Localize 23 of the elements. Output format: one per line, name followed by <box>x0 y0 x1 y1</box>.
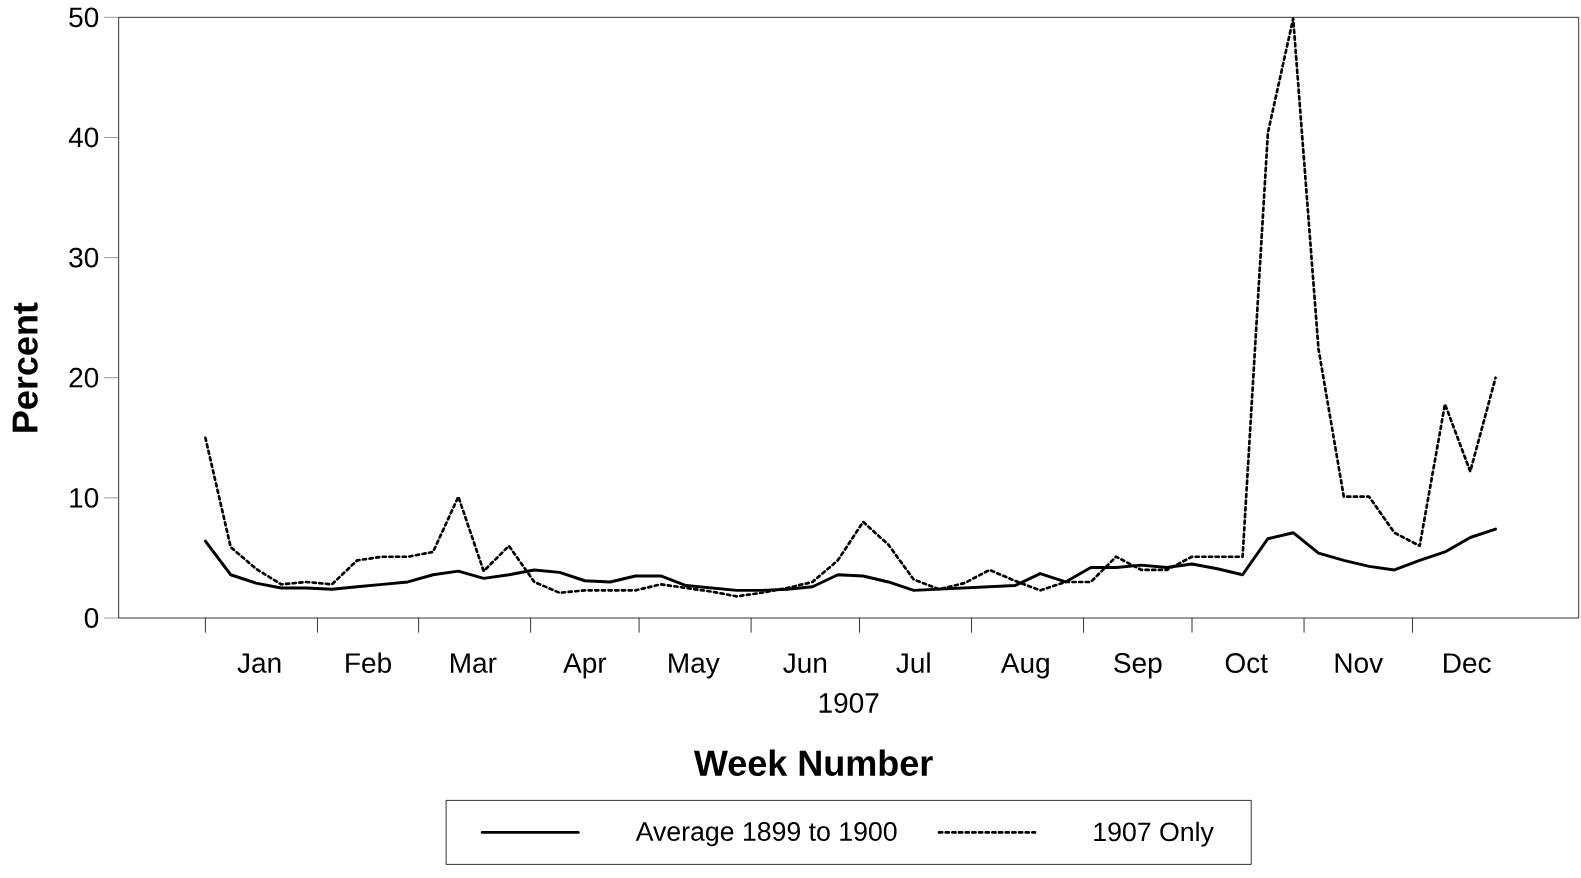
y-tick-label: 0 <box>84 608 99 628</box>
text: 1907 <box>819 693 879 713</box>
x-tick-label: Jul <box>896 652 930 673</box>
legend-label: Average 1899 to 1900 <box>635 822 897 847</box>
x-tick-label: Oct <box>1225 653 1268 673</box>
x-tick-label: Jan <box>237 653 281 673</box>
x-tick-label: Apr <box>563 653 607 679</box>
x-tick-label: Sep <box>1114 653 1162 679</box>
y-axis-title: Percent <box>12 302 38 432</box>
x-tick-label: Feb <box>346 652 391 673</box>
y-tick-label: 50 <box>69 7 99 28</box>
y-tick-label: 40 <box>68 127 99 148</box>
x-tick-label: Jun <box>783 653 827 673</box>
x-tick-label: Mar <box>451 653 497 673</box>
x-axis-title: Week Number <box>693 749 933 776</box>
x-tick-label: May <box>669 653 720 679</box>
y-tick-label: 10 <box>70 487 99 508</box>
x-tick-label: Dec <box>1444 653 1491 673</box>
x-tick-label: Nov <box>1335 653 1384 673</box>
x-tick-label: Aug <box>1000 653 1049 679</box>
y-tick-label: 30 <box>69 247 99 268</box>
legend-label: 1907 Only <box>1094 821 1214 847</box>
y-tick-label: 20 <box>69 367 99 388</box>
